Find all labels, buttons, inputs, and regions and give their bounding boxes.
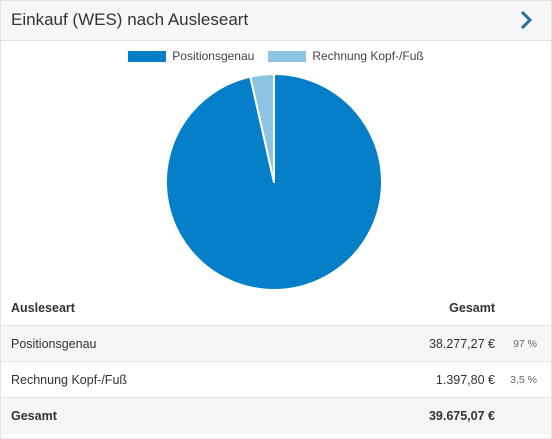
table-header-row: Ausleseart Gesamt [1,290,551,326]
column-header-ausleseart: Ausleseart [11,301,75,315]
row-percent: 3,5 % [510,374,537,386]
chevron-right-icon[interactable] [517,9,537,31]
summary-table: Ausleseart Gesamt Positionsgenau 38.277,… [1,290,551,434]
card-header: Einkauf (WES) nach Ausleseart [1,1,551,41]
row-amount: 1.397,80 € [435,373,495,387]
legend-swatch-rechnung [268,50,307,62]
pie-slice-rechnung[interactable] [249,73,275,183]
row-percent: 97 % [513,338,537,350]
table-row: Rechnung Kopf-/Fuß 1.397,80 € 3,5 % [1,362,551,398]
legend-label-positionsgenau: Positionsgenau [172,49,255,63]
legend-label-rechnung: Rechnung Kopf-/Fuß [312,49,424,63]
chart-legend: Positionsgenau Rechnung Kopf-/Fuß [1,49,551,63]
card-title: Einkauf (WES) nach Ausleseart [11,10,249,29]
total-amount: 39.675,07 € [428,409,495,423]
total-label: Gesamt [11,409,57,423]
row-label: Rechnung Kopf-/Fuß [11,373,128,387]
legend-item-rechnung[interactable]: Rechnung Kopf-/Fuß [268,49,424,63]
table-total-row: Gesamt 39.675,07 € [1,398,551,434]
legend-item-positionsgenau[interactable]: Positionsgenau [128,49,254,63]
legend-swatch-positionsgenau [128,50,167,62]
row-amount: 38.277,27 € [428,337,495,351]
pie-chart [165,73,383,291]
column-header-gesamt: Gesamt [449,301,495,315]
table-row: Positionsgenau 38.277,27 € 97 % [1,326,551,362]
row-label: Positionsgenau [11,337,97,351]
